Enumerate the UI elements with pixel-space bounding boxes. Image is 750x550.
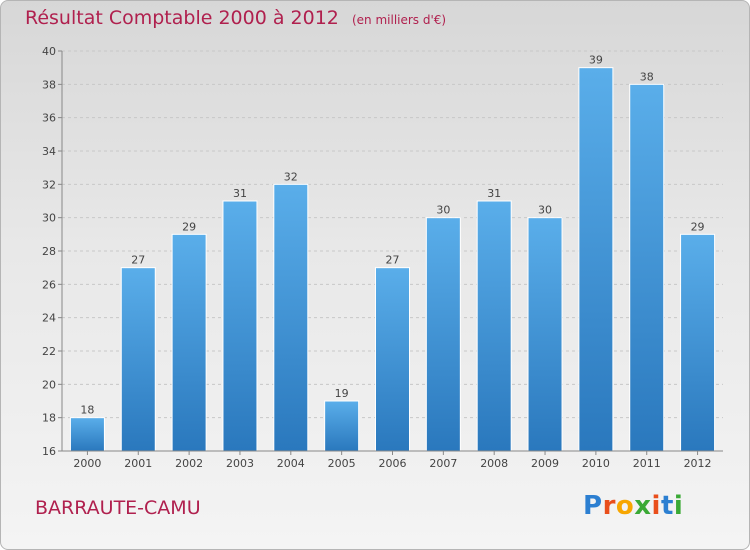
logo-letter: i <box>673 491 684 521</box>
bar-2002 <box>171 233 207 452</box>
x-tick-label: 2012 <box>684 457 712 470</box>
y-tick-label: 36 <box>42 112 56 125</box>
x-tick-label: 2004 <box>277 457 305 470</box>
y-tick-label: 24 <box>42 312 56 325</box>
data-label: 30 <box>436 204 450 217</box>
bar-2006 <box>375 267 410 452</box>
chart-title: Résultat Comptable 2000 à 2012 (en milli… <box>25 7 446 29</box>
chart-title-main: Résultat Comptable 2000 à 2012 <box>25 7 339 29</box>
x-tick-label: 2000 <box>73 457 101 470</box>
x-tick-label: 2011 <box>633 457 661 470</box>
bar-2010 <box>578 67 614 452</box>
data-label: 31 <box>233 187 247 200</box>
y-tick-label: 20 <box>42 378 56 391</box>
data-label: 38 <box>640 70 654 83</box>
bar-2007 <box>425 217 461 452</box>
chart-subtitle: (en milliers d'€) <box>351 13 447 27</box>
y-tick-label: 34 <box>42 145 56 158</box>
data-label: 32 <box>284 170 298 183</box>
data-label: 29 <box>182 220 196 233</box>
data-label: 29 <box>691 220 705 233</box>
x-tick-label: 2005 <box>328 457 356 470</box>
y-tick-label: 28 <box>42 245 56 258</box>
bar-2009 <box>527 217 563 452</box>
commune-name: BARRAUTE-CAMU <box>35 497 201 519</box>
data-label: 19 <box>335 387 349 400</box>
data-label: 30 <box>538 204 552 217</box>
x-tick-label: 2002 <box>175 457 203 470</box>
bar-2012 <box>680 233 716 452</box>
data-label: 39 <box>589 54 603 67</box>
y-tick-label: 40 <box>42 45 56 58</box>
x-tick-label: 2006 <box>379 457 407 470</box>
bar-2003 <box>222 200 258 452</box>
logo-letter: r <box>602 491 616 521</box>
bar-2005 <box>324 400 360 452</box>
y-tick-label: 26 <box>42 278 56 291</box>
y-tick-label: 18 <box>42 412 56 425</box>
y-tick-label: 38 <box>42 78 56 91</box>
bar-2001 <box>120 267 156 452</box>
data-label: 31 <box>487 187 501 200</box>
y-tick-label: 16 <box>42 445 56 458</box>
data-label: 18 <box>80 404 94 417</box>
logo-letter: i <box>651 491 661 521</box>
data-label: 27 <box>131 254 145 267</box>
bar-2004 <box>273 183 309 452</box>
x-tick-label: 2009 <box>531 457 559 470</box>
axes: 16 18 20 22 24 26 28 30 32 34 36 38 40 2000 2001 2002 20… <box>42 45 723 470</box>
bars: 18 27 29 31 32 19 27 30 31 30 39 38 29 <box>69 54 716 452</box>
logo-letter: x <box>634 491 652 521</box>
bar-2008 <box>476 200 512 452</box>
y-tick-label: 22 <box>42 345 56 358</box>
bar-2011 <box>629 83 665 452</box>
x-tick-label: 2001 <box>124 457 152 470</box>
bar-2000 <box>69 417 105 452</box>
y-tick-label: 30 <box>42 212 56 225</box>
x-tick-label: 2008 <box>480 457 508 470</box>
logo-letter: P <box>583 491 603 521</box>
x-tick-label: 2007 <box>429 457 457 470</box>
data-label: 27 <box>386 254 400 267</box>
x-tick-label: 2003 <box>226 457 254 470</box>
proxiti-logo: Proxiti <box>583 491 683 521</box>
logo-letter: t <box>660 491 674 521</box>
logo-letter: o <box>615 491 635 521</box>
x-tick-label: 2010 <box>582 457 610 470</box>
y-tick-label: 32 <box>42 178 56 191</box>
